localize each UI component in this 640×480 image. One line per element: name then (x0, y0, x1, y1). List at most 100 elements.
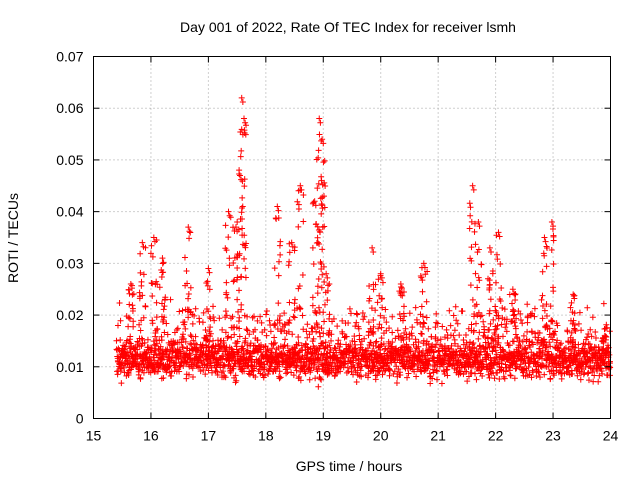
data-point (300, 218, 307, 225)
data-point (274, 326, 281, 333)
data-point (447, 322, 454, 329)
data-point (490, 316, 497, 323)
data-point (317, 259, 324, 266)
data-point (320, 309, 327, 316)
data-point (151, 238, 158, 245)
data-point (486, 310, 493, 317)
data-point (205, 367, 212, 374)
data-point (194, 363, 201, 370)
data-point (238, 306, 245, 313)
data-point (258, 319, 265, 326)
data-point (471, 311, 478, 318)
data-point (375, 325, 382, 332)
data-point (212, 368, 219, 375)
data-point (321, 204, 328, 211)
data-point (432, 344, 439, 351)
data-point (539, 355, 546, 362)
data-point (418, 330, 425, 337)
data-point (263, 307, 270, 314)
data-point (361, 313, 368, 320)
data-point (281, 342, 288, 349)
data-point (241, 176, 248, 183)
data-point (353, 378, 360, 385)
data-point (392, 335, 399, 342)
data-point (242, 119, 249, 126)
data-point (432, 334, 439, 341)
data-point (282, 322, 289, 329)
data-point (543, 313, 550, 320)
data-point (499, 304, 506, 311)
data-point (451, 327, 458, 334)
data-point (469, 296, 476, 303)
data-point (221, 363, 228, 370)
data-point (435, 348, 442, 355)
data-point (187, 352, 194, 359)
data-point (150, 338, 157, 345)
data-point (587, 326, 594, 333)
data-point (531, 313, 538, 320)
y-tick-label: 0 (76, 411, 84, 427)
data-point (501, 375, 508, 382)
data-point (438, 380, 445, 387)
data-point (476, 277, 483, 284)
data-point (469, 182, 476, 189)
data-point (311, 361, 318, 368)
data-point (235, 318, 242, 325)
data-point (244, 327, 251, 334)
data-point (283, 370, 290, 377)
data-point (530, 341, 537, 348)
data-point (130, 318, 137, 325)
data-point (519, 320, 526, 327)
data-point (496, 376, 503, 383)
data-point (352, 323, 359, 330)
data-point (252, 373, 259, 380)
data-point (487, 320, 494, 327)
data-point (335, 337, 342, 344)
data-point (149, 320, 156, 327)
data-point (516, 337, 523, 344)
data-point (153, 278, 160, 285)
data-point (322, 289, 329, 296)
data-point (136, 335, 143, 342)
plot-frame (93, 56, 611, 419)
data-point (475, 218, 482, 225)
data-point (468, 244, 475, 251)
data-point (249, 314, 256, 321)
x-tick-label: 16 (143, 428, 159, 444)
data-point (227, 214, 234, 221)
data-point (324, 274, 331, 281)
data-point (558, 340, 565, 347)
data-point (368, 305, 375, 312)
data-point (316, 240, 323, 247)
data-point (343, 333, 350, 340)
data-point (537, 374, 544, 381)
data-point (325, 332, 332, 339)
data-point (381, 368, 388, 375)
data-point (277, 312, 284, 319)
data-point (353, 319, 360, 326)
data-point (543, 263, 550, 270)
data-point (511, 311, 518, 318)
data-point (427, 380, 434, 387)
data-point (228, 334, 235, 341)
data-point (171, 340, 178, 347)
data-point (277, 251, 284, 258)
x-axis-label: GPS time / hours (296, 458, 403, 474)
data-point (543, 341, 550, 348)
data-point (433, 310, 440, 317)
data-point (184, 280, 191, 287)
data-point (415, 338, 422, 345)
data-point (365, 329, 372, 336)
data-point (236, 250, 243, 257)
data-point (584, 370, 591, 377)
data-point (598, 338, 605, 345)
data-point (347, 358, 354, 365)
data-point (315, 383, 322, 390)
data-point (162, 294, 169, 301)
data-point (421, 264, 428, 271)
data-point (135, 339, 142, 346)
chart-title: Day 001 of 2022, Rate Of TEC Index for r… (180, 19, 516, 35)
data-point (222, 329, 229, 336)
data-point (530, 369, 537, 376)
